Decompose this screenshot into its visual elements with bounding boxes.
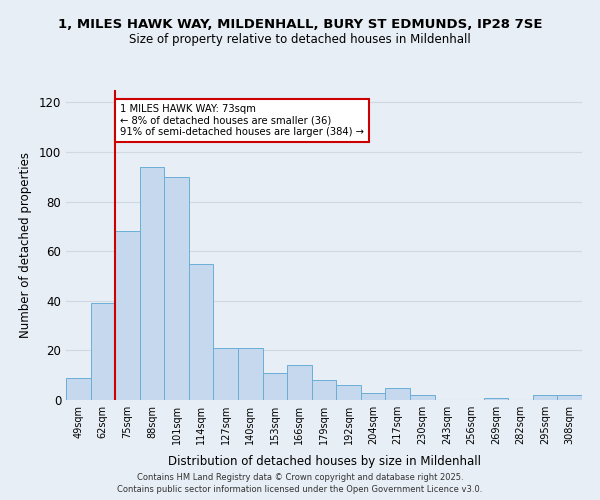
Y-axis label: Number of detached properties: Number of detached properties [19,152,32,338]
Bar [214,348,238,400]
Bar [263,372,287,400]
Bar [91,304,115,400]
Bar [385,388,410,400]
Text: Contains HM Land Registry data © Crown copyright and database right 2025.: Contains HM Land Registry data © Crown c… [137,472,463,482]
Bar [140,167,164,400]
Bar [336,385,361,400]
Text: 1 MILES HAWK WAY: 73sqm
← 8% of detached houses are smaller (36)
91% of semi-det: 1 MILES HAWK WAY: 73sqm ← 8% of detached… [120,104,364,137]
Text: Size of property relative to detached houses in Mildenhall: Size of property relative to detached ho… [129,32,471,46]
Bar [164,177,189,400]
X-axis label: Distribution of detached houses by size in Mildenhall: Distribution of detached houses by size … [167,456,481,468]
Bar [410,395,434,400]
Bar [557,395,582,400]
Bar [115,232,140,400]
Bar [533,395,557,400]
Bar [287,366,312,400]
Bar [312,380,336,400]
Text: Contains public sector information licensed under the Open Government Licence v3: Contains public sector information licen… [118,485,482,494]
Bar [189,264,214,400]
Bar [66,378,91,400]
Bar [238,348,263,400]
Bar [361,392,385,400]
Text: 1, MILES HAWK WAY, MILDENHALL, BURY ST EDMUNDS, IP28 7SE: 1, MILES HAWK WAY, MILDENHALL, BURY ST E… [58,18,542,30]
Bar [484,398,508,400]
